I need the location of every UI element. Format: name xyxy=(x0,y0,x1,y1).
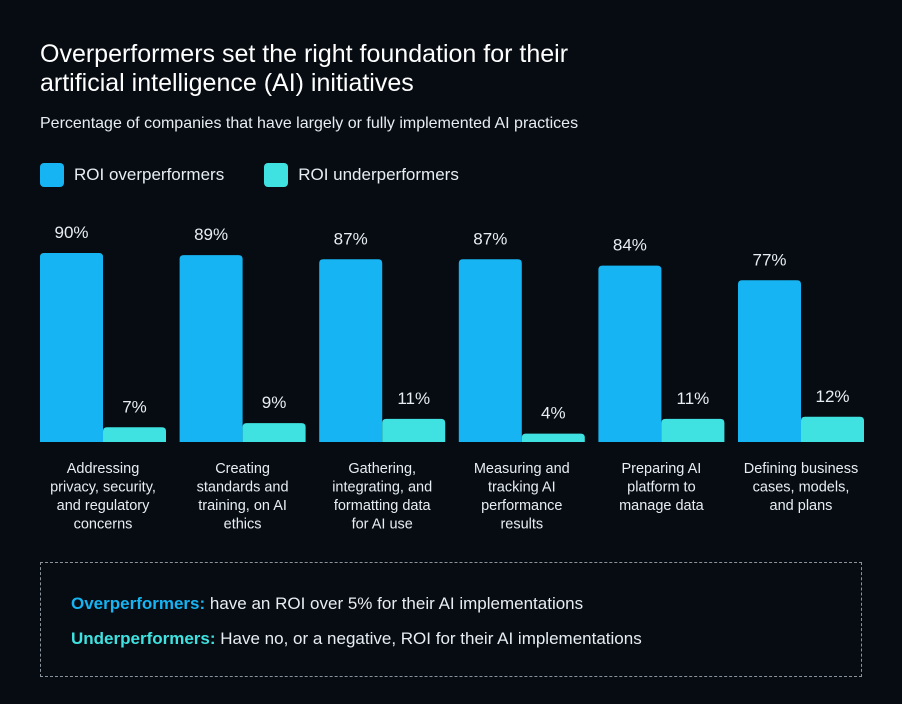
bar-overperformers-4 xyxy=(458,259,522,442)
legend-label-underperformers: ROI underperformers xyxy=(298,165,459,184)
category-label-3-line-2: integrating, and xyxy=(332,480,432,496)
bar-overperformers-5 xyxy=(598,265,662,442)
legend-label-overperformers: ROI overperformers xyxy=(74,165,225,184)
title-line-2: artificial intelligence (AI) initiatives xyxy=(40,69,414,97)
data-label-overperformers-4: 87% xyxy=(473,229,507,248)
definition-overperformers: Overperformers: have an ROI over 5% for … xyxy=(71,594,583,614)
bar-overperformers-2 xyxy=(179,255,243,442)
category-label-4-line-2: tracking AI xyxy=(488,480,556,496)
category-label-5-line-2: platform to xyxy=(627,480,696,496)
category-label-2-line-1: Creating xyxy=(215,461,270,477)
category-label-3-line-4: for AI use xyxy=(352,517,413,533)
bar-chart: 90% 7% Addressing privacy, security, and reg… xyxy=(40,223,864,533)
data-label-overperformers-1: 90% xyxy=(54,223,88,242)
category-label-2: Creating standards and training, on AI ethi… xyxy=(197,461,289,533)
underperformers-term: Underperformers: xyxy=(71,629,216,648)
category-label-4-line-3: performance xyxy=(481,498,562,514)
overperformers-definition: have an ROI over 5% for their AI impleme… xyxy=(205,594,584,613)
category-label-2-line-3: training, on AI xyxy=(198,498,287,514)
category-label-5: Preparing AI platform to manage data xyxy=(619,461,705,514)
data-label-overperformers-2: 89% xyxy=(194,225,228,244)
category-label-6: Defining business cases, models, and plans xyxy=(744,461,858,514)
category-label-4: Measuring and tracking AI performance resul… xyxy=(474,461,570,533)
chart-subtitle: Percentage of companies that have largel… xyxy=(40,115,579,132)
overperformers-term: Overperformers: xyxy=(71,594,206,613)
category-label-1-line-1: Addressing xyxy=(67,461,140,477)
underperformers-definition: Have no, or a negative, ROI for their AI… xyxy=(215,629,642,648)
category-label-3: Gathering, integrating, and formatting dat… xyxy=(332,461,432,533)
bar-underperformers-3 xyxy=(382,418,446,442)
bar-underperformers-5 xyxy=(661,418,725,442)
data-label-underperformers-6: 12% xyxy=(815,387,849,406)
category-label-5-line-3: manage data xyxy=(619,498,705,514)
legend-swatch-underperformers xyxy=(264,163,289,187)
data-label-underperformers-3: 11% xyxy=(397,389,430,408)
data-label-overperformers-3: 87% xyxy=(334,229,368,248)
data-label-overperformers-5: 84% xyxy=(613,236,647,255)
category-label-6-line-2: cases, models, xyxy=(753,480,850,496)
bar-overperformers-3 xyxy=(319,259,383,442)
category-label-5-line-1: Preparing AI xyxy=(621,461,701,477)
definitions-box: Overperformers: have an ROI over 5% for … xyxy=(40,562,862,677)
definition-underperformers: Underperformers: Have no, or a negative,… xyxy=(71,629,642,649)
category-label-3-line-1: Gathering, xyxy=(348,461,416,477)
category-label-6-line-3: and plans xyxy=(770,498,833,514)
data-label-underperformers-5: 11% xyxy=(677,389,710,408)
bar-overperformers-1 xyxy=(40,253,103,442)
data-label-underperformers-4: 4% xyxy=(541,404,566,423)
category-label-1-line-2: privacy, security, xyxy=(50,480,156,496)
category-label-4-line-1: Measuring and xyxy=(474,461,570,477)
data-label-overperformers-6: 77% xyxy=(752,250,786,269)
category-label-2-line-4: ethics xyxy=(224,517,262,533)
category-label-2-line-2: standards and xyxy=(197,480,289,496)
bar-underperformers-4 xyxy=(521,433,585,442)
bar-overperformers-6 xyxy=(738,280,801,442)
category-label-1-line-3: and regulatory xyxy=(57,498,150,514)
bar-underperformers-1 xyxy=(103,427,166,442)
legend-item-overperformers: ROI overperformers xyxy=(40,163,224,187)
category-label-6-line-1: Defining business xyxy=(744,461,858,477)
chart-title: Overperformers set the right foundation … xyxy=(40,40,860,98)
legend-swatch-overperformers xyxy=(40,163,64,187)
bar-underperformers-2 xyxy=(242,423,306,442)
title-line-1: Overperformers set the right foundation … xyxy=(40,40,569,68)
legend-item-underperformers: ROI underperformers xyxy=(264,163,459,187)
category-label-1: Addressing privacy, security, and regulato… xyxy=(50,461,156,533)
legend: ROI overperformers ROI underperformers xyxy=(40,163,459,187)
category-label-4-line-4: results xyxy=(500,517,543,533)
data-label-underperformers-2: 9% xyxy=(262,393,287,412)
category-label-3-line-3: formatting data xyxy=(334,498,432,514)
bar-underperformers-6 xyxy=(801,416,864,442)
category-label-1-line-4: concerns xyxy=(74,517,133,533)
data-label-underperformers-1: 7% xyxy=(122,397,147,416)
